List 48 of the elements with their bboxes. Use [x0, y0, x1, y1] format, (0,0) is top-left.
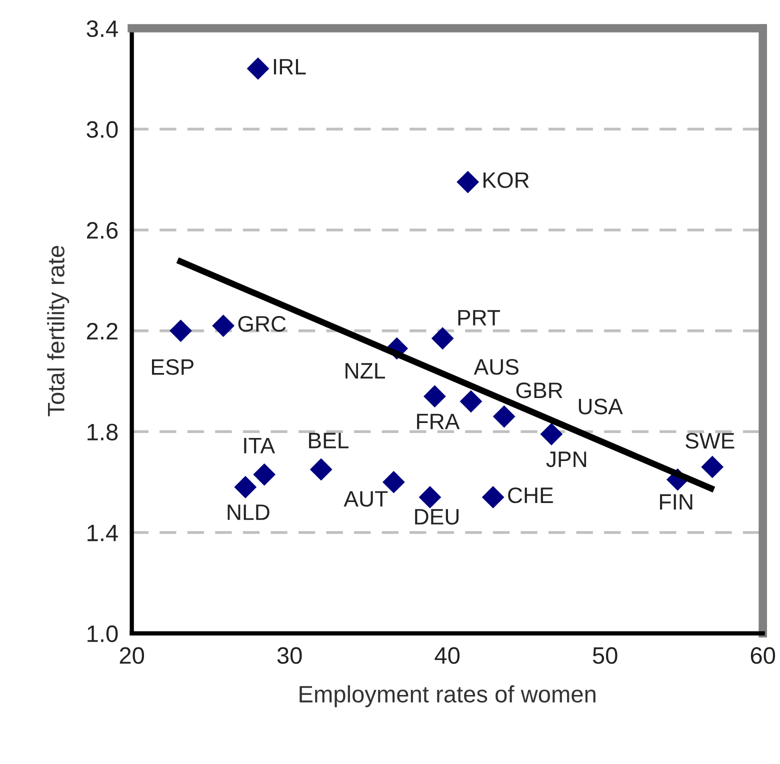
y-axis-title: Total fertility rate — [47, 246, 70, 416]
x-tick-label: 40 — [434, 647, 460, 664]
x-tick-label: 50 — [592, 647, 618, 664]
y-tick-label: 2.2 — [86, 322, 118, 340]
x-tick-label: 60 — [750, 647, 776, 664]
annotation: PRT — [458, 310, 500, 326]
point — [701, 456, 724, 478]
annotation: FRA — [417, 414, 460, 430]
x-tick-label: 30 — [277, 647, 302, 664]
annotation: AUS — [474, 359, 518, 375]
annotation: AUT — [344, 491, 388, 507]
annotation: NZL — [346, 363, 385, 378]
point — [253, 463, 276, 486]
y-tick-label: 3.0 — [86, 121, 118, 138]
point — [424, 385, 446, 408]
point — [234, 476, 257, 498]
y-tick-label: 3.4 — [86, 20, 118, 38]
annotation: BEL — [309, 432, 349, 448]
y-tick-label: 1.4 — [88, 524, 118, 542]
point — [310, 458, 332, 481]
y-tick-label: 1.8 — [88, 424, 118, 440]
annotation: SWE — [686, 432, 734, 449]
point — [492, 405, 516, 428]
point — [246, 57, 270, 80]
point — [456, 170, 480, 194]
annotation: FIN — [660, 494, 692, 510]
annotation: CHE — [508, 487, 553, 504]
annotation: KOR — [484, 172, 529, 188]
x-tick-label: 20 — [120, 647, 144, 664]
annotation: DEU — [415, 509, 459, 525]
point — [212, 314, 235, 337]
annotation: GRC — [238, 316, 286, 332]
annotation: ITA — [244, 438, 275, 454]
annotation: IRL — [274, 59, 306, 74]
annotation: JPN — [546, 452, 586, 468]
annotation: USA — [578, 398, 623, 414]
annotation: NLD — [228, 504, 270, 520]
annotation: GBR — [516, 382, 562, 398]
annotation: ESP — [152, 359, 194, 375]
point — [540, 422, 563, 446]
x-axis-title: Employment rates of women — [300, 685, 596, 708]
point — [460, 390, 482, 413]
point — [418, 486, 442, 508]
y-tick-label: 1.0 — [88, 625, 118, 642]
point — [482, 486, 504, 508]
point — [170, 320, 192, 342]
y-tick-label: 2.6 — [86, 222, 118, 239]
point — [431, 327, 454, 350]
